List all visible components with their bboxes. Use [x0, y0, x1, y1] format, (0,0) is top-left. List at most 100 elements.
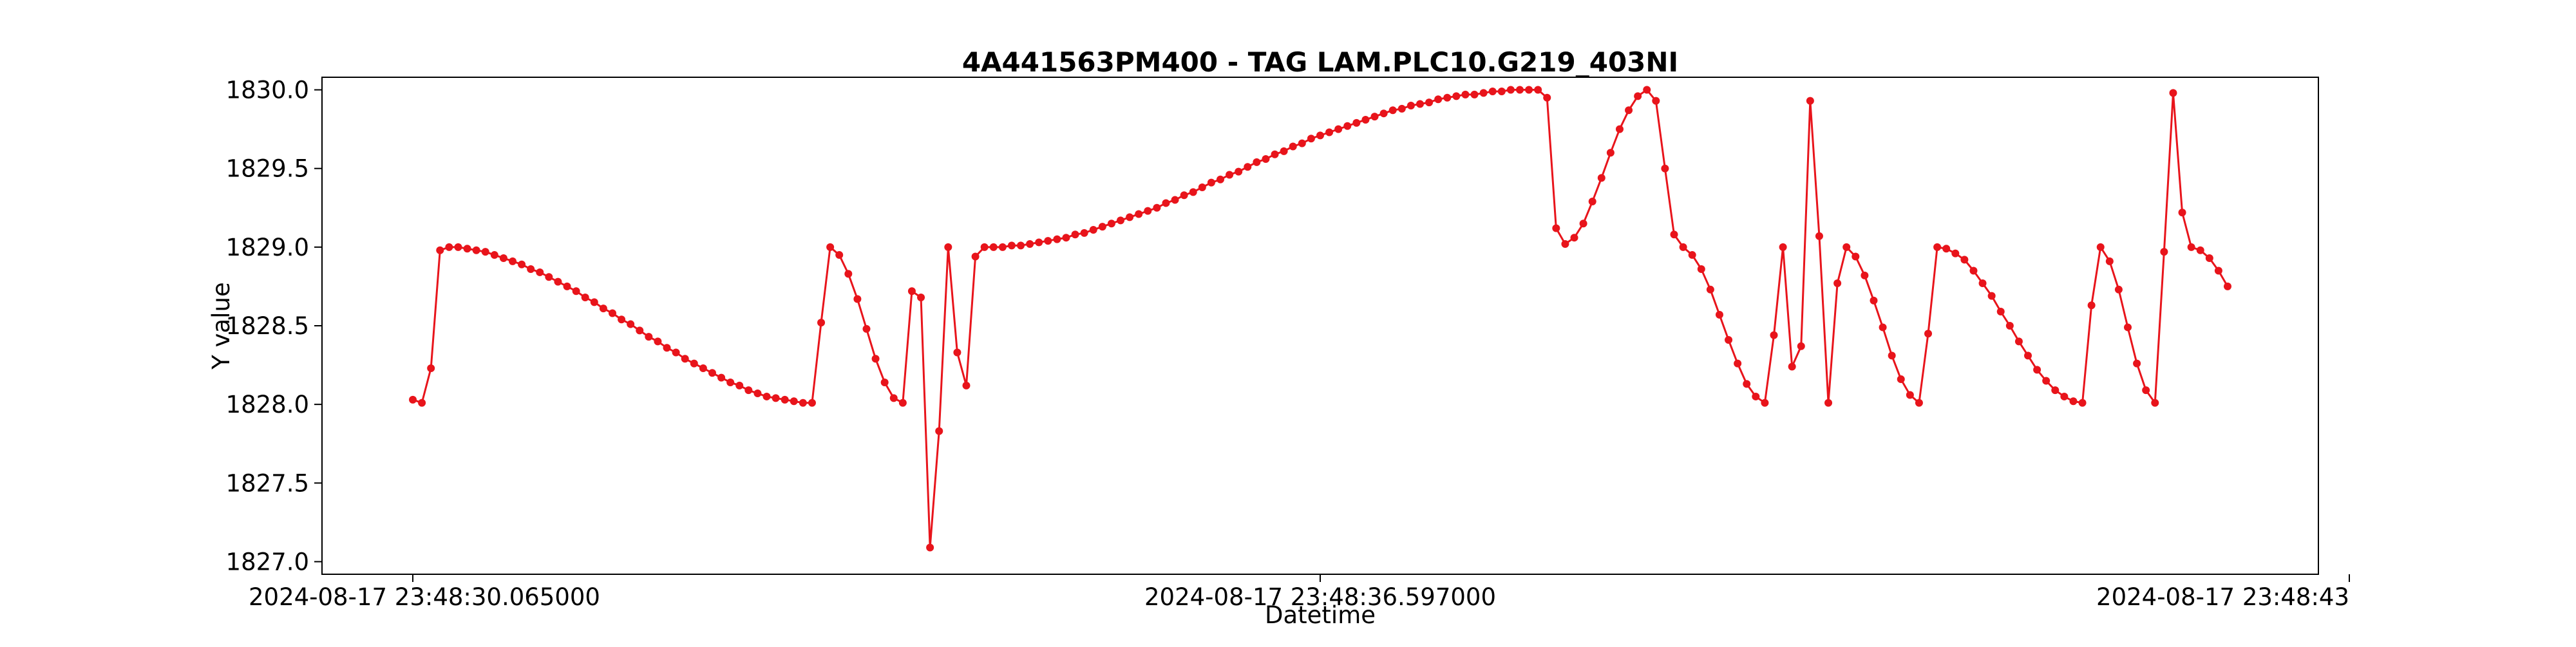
- data-point: [1515, 86, 1524, 94]
- data-point: [1361, 115, 1370, 124]
- data-point: [1144, 207, 1152, 215]
- x-tick-label: 2024-08-17 23:48:30.065000: [249, 583, 600, 611]
- data-point: [1915, 399, 1923, 407]
- data-point: [1770, 331, 1778, 339]
- data-point: [2196, 246, 2204, 254]
- data-point: [1543, 93, 1551, 102]
- data-point: [599, 305, 607, 313]
- data-point: [2014, 337, 2023, 346]
- x-axis-label: Datetime: [1265, 601, 1376, 629]
- data-point: [762, 392, 771, 400]
- data-point: [1388, 106, 1397, 115]
- data-point: [436, 246, 444, 254]
- data-point: [2224, 282, 2231, 290]
- data-point: [1661, 164, 1669, 173]
- data-point: [799, 399, 807, 407]
- data-point: [2087, 301, 2096, 310]
- data-point: [1334, 125, 1343, 133]
- data-point: [1906, 391, 1914, 399]
- data-point: [2042, 377, 2050, 385]
- data-point: [2151, 399, 2159, 407]
- data-point: [1597, 174, 1605, 182]
- data-point: [427, 364, 435, 372]
- data-point: [2024, 352, 2032, 360]
- data-point: [1625, 106, 1633, 115]
- data-point: [844, 270, 853, 278]
- data-point: [2187, 243, 2195, 251]
- data-point: [2133, 359, 2141, 368]
- data-point: [1443, 93, 1452, 102]
- data-point: [1570, 234, 1578, 242]
- data-point: [527, 265, 535, 274]
- data-point: [926, 543, 934, 552]
- data-point: [1706, 285, 1714, 294]
- data-point: [2105, 257, 2114, 265]
- data-point: [563, 282, 571, 290]
- data-point: [1135, 210, 1143, 218]
- data-point: [1987, 292, 1996, 300]
- data-point: [1053, 235, 1061, 243]
- y-tick-label: 1827.5: [226, 469, 309, 497]
- data-point: [1416, 100, 1424, 108]
- data-point: [2033, 366, 2041, 374]
- data-point: [853, 295, 862, 303]
- data-point: [1852, 252, 1860, 261]
- data-point: [1406, 101, 1415, 109]
- data-point: [1688, 251, 1696, 259]
- data-point: [508, 257, 516, 265]
- data-point: [835, 251, 844, 259]
- data-point: [2060, 392, 2069, 400]
- data-point: [1833, 279, 1842, 288]
- data-point: [962, 381, 971, 389]
- data-point: [636, 326, 644, 335]
- data-point: [1978, 279, 1987, 288]
- chart-title: 4A441563PM400 - TAG LAM.PLC10.G219_403NI: [962, 46, 1678, 78]
- y-axis: 1827.0 1827.5 1828.0 1828.5 1829.0 1829.5 1830…: [226, 77, 322, 576]
- data-point: [1525, 86, 1533, 94]
- data-point: [907, 287, 916, 295]
- data-point: [2124, 323, 2132, 332]
- data-point: [1171, 196, 1179, 204]
- data-point: [1352, 118, 1361, 127]
- data-point: [572, 287, 580, 295]
- series-layer: [409, 86, 2231, 552]
- data-point: [1951, 249, 1960, 258]
- data-point: [1180, 191, 1188, 200]
- data-point: [1806, 97, 1814, 105]
- y-tick-label: 1828.0: [226, 391, 309, 418]
- data-point: [898, 399, 907, 407]
- data-point: [2160, 248, 2168, 256]
- data-point: [1561, 239, 1569, 248]
- data-point: [1652, 97, 1660, 105]
- data-point: [681, 355, 689, 363]
- data-point: [2096, 243, 2105, 251]
- data-point: [645, 333, 653, 341]
- data-point: [1588, 198, 1596, 205]
- data-point: [581, 294, 589, 302]
- data-point: [590, 298, 598, 306]
- data-point: [445, 243, 453, 251]
- data-point: [1117, 216, 1125, 225]
- data-point: [944, 243, 952, 251]
- data-point: [989, 243, 998, 251]
- data-point: [536, 268, 544, 276]
- data-point: [490, 251, 498, 259]
- data-point: [654, 337, 662, 346]
- data-point: [1497, 87, 1506, 95]
- data-point: [1933, 243, 1942, 251]
- data-point: [1679, 243, 1687, 251]
- data-point: [1634, 92, 1642, 100]
- data-point: [862, 324, 871, 333]
- data-point: [735, 381, 744, 389]
- data-point: [1198, 183, 1206, 192]
- data-point: [1007, 241, 1016, 250]
- data-point: [1452, 92, 1461, 100]
- data-point: [1298, 139, 1306, 147]
- data-point: [1434, 95, 1443, 104]
- data-point: [1888, 352, 1896, 360]
- data-point: [1217, 175, 1225, 183]
- data-point: [1996, 308, 2005, 316]
- data-point: [871, 355, 880, 363]
- data-point: [1307, 135, 1315, 143]
